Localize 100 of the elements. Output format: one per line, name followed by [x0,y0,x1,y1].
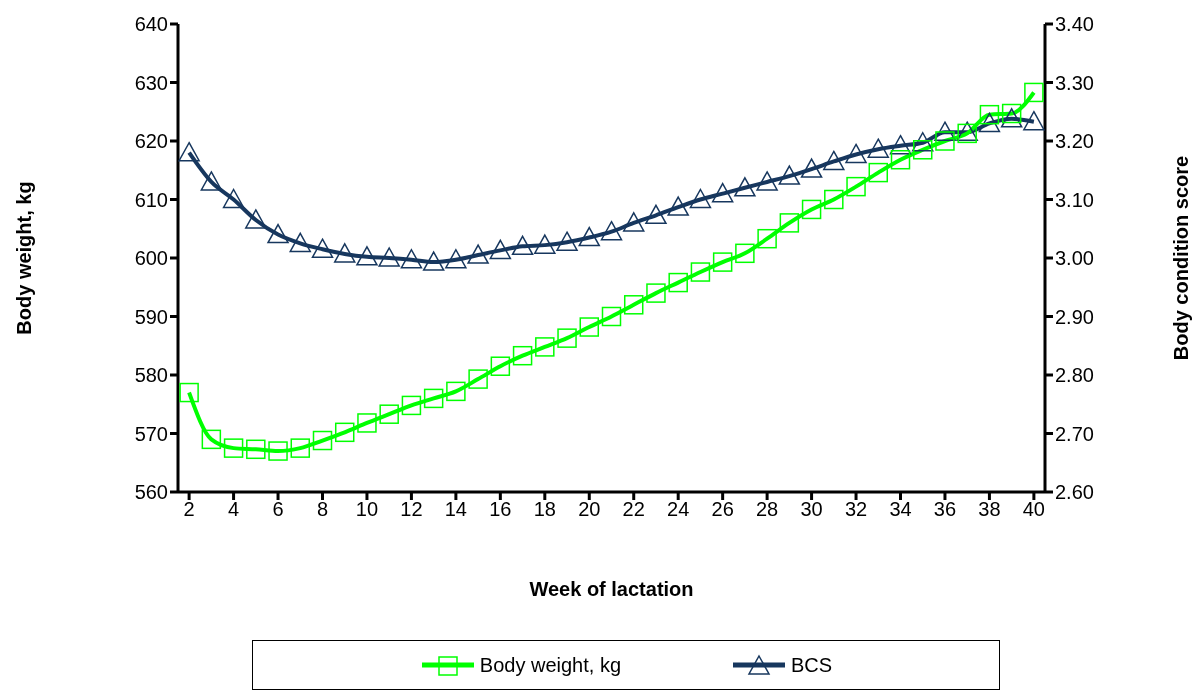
point [735,243,755,264]
point [490,356,511,376]
x-tick-label: 6 [272,498,284,521]
point [757,228,777,249]
point [378,247,400,267]
y-tick-label: 640 [134,13,168,36]
point [711,182,734,203]
y2-tick-label: 3.00 [1055,247,1094,270]
point [1024,82,1044,103]
point [267,223,289,244]
point [667,196,689,216]
point [312,430,333,451]
y-tick-label: 630 [134,71,168,94]
point [179,382,199,403]
y2-axis-title: Body condition score [1170,155,1193,361]
x-tick-label: 34 [889,498,912,521]
point [778,165,801,185]
point [246,439,266,460]
point [846,176,866,197]
point [912,140,933,160]
point [512,345,533,366]
point [756,171,778,191]
point [446,381,466,402]
point [311,238,334,258]
point [579,317,600,337]
x-tick-label: 40 [1022,498,1046,521]
point [622,212,645,232]
x-tick-label: 38 [978,498,1001,521]
x-tick-label: 22 [622,498,645,521]
point [445,249,467,269]
point [690,262,711,282]
y2-tick-label: 3.10 [1055,188,1094,211]
point [979,104,1000,125]
point [468,369,488,389]
point [868,162,889,183]
point [978,112,1001,133]
point [356,246,378,266]
point [333,243,356,263]
x-tick-label: 36 [933,498,957,521]
point [800,158,823,178]
x-tick-label: 28 [755,498,779,521]
point [867,138,890,158]
y2-tick-label: 3.30 [1055,71,1094,94]
y2-tick-label: 2.90 [1055,305,1094,328]
point [357,413,377,433]
point [623,295,644,315]
point [290,438,311,458]
point [223,438,244,458]
y2-tick-label: 2.60 [1055,481,1094,504]
point [935,131,955,151]
point [222,188,245,209]
point [334,422,355,443]
point [557,328,577,348]
point [934,121,956,141]
point [289,232,312,253]
x-tick-label: 16 [489,498,512,521]
x-tick-label: 32 [844,498,868,521]
point [556,231,578,251]
point [911,132,934,152]
point [712,252,733,272]
x-tick-label: 14 [444,498,468,521]
point [534,234,556,254]
y-tick-label: 620 [134,130,168,153]
y2-tick-label: 3.40 [1055,13,1094,36]
point [200,171,223,191]
point [646,283,666,303]
point [801,199,822,220]
x-tick-label: 30 [800,498,823,521]
point [245,209,267,229]
point [1023,110,1045,131]
point [535,337,555,357]
point [845,143,867,164]
x-axis-title: Week of lactation [529,578,694,600]
point [578,226,601,247]
point [489,239,512,260]
point [823,150,845,171]
y-tick-label: 590 [134,305,168,328]
x-tick-label: 18 [533,498,556,521]
point [379,404,399,424]
point [1000,108,1023,128]
y2-tick-label: 3.20 [1055,130,1094,153]
point [400,249,423,269]
point [889,134,912,155]
point [600,220,623,241]
point [268,441,288,461]
point [601,306,622,327]
x-tick-label: 8 [316,498,329,521]
point [824,189,844,210]
point [645,204,667,225]
x-tick-label: 12 [400,498,423,521]
x-tick-label: 2 [183,498,195,521]
x-tick-label: 24 [667,498,690,521]
point [423,388,444,409]
point [467,244,489,264]
y2-tick-label: 2.80 [1055,364,1094,387]
x-tick-label: 10 [355,498,379,521]
point [689,188,712,209]
y-tick-label: 610 [134,188,168,211]
y-tick-label: 570 [134,422,168,445]
x-tick-label: 20 [578,498,601,521]
